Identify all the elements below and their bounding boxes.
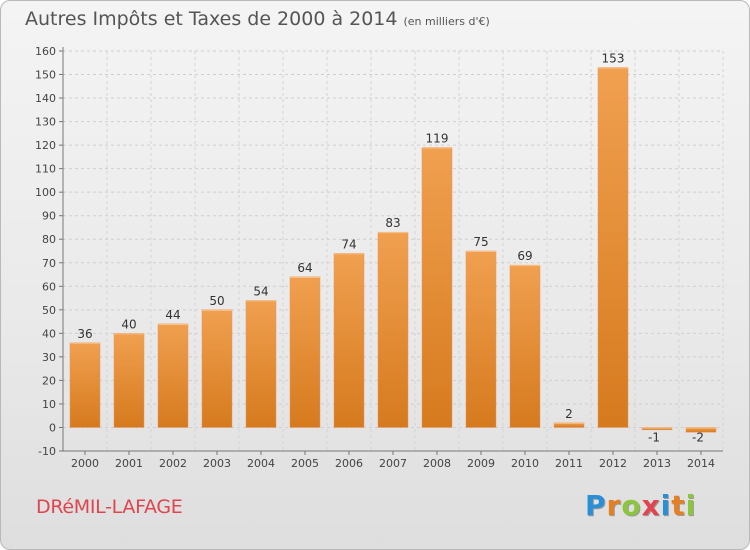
- chart-unit: (en milliers d'€): [403, 15, 490, 28]
- x-tick-label: 2006: [335, 457, 363, 470]
- x-tick-label: 2013: [643, 457, 671, 470]
- x-tick-label: 2014: [687, 457, 715, 470]
- bar: [377, 231, 409, 428]
- value-label: 64: [297, 261, 312, 275]
- x-tick-label: 2010: [511, 457, 539, 470]
- proxiti-logo: Proxiti: [585, 489, 696, 522]
- value-label: 50: [209, 294, 224, 308]
- bar: [157, 323, 189, 428]
- value-label: 75: [473, 235, 488, 249]
- bar: [333, 253, 365, 428]
- y-tick-label: 100: [35, 186, 56, 199]
- y-tick-label: 80: [42, 233, 56, 246]
- bar: [509, 264, 541, 428]
- x-tick-label: 2004: [247, 457, 275, 470]
- y-tick-label: 10: [42, 398, 56, 411]
- y-tick-label: 130: [35, 116, 56, 129]
- y-tick-label: 120: [35, 139, 56, 152]
- x-tick-label: 2007: [379, 457, 407, 470]
- chart-title: Autres Impôts et Taxes de 2000 à 2014 (en…: [25, 8, 490, 30]
- logo-letter: P: [585, 489, 607, 522]
- value-label: 83: [385, 216, 400, 230]
- bar: [113, 333, 145, 428]
- x-tick-label: 2001: [115, 457, 143, 470]
- logo-letter: i: [660, 489, 672, 522]
- x-tick-label: 2003: [203, 457, 231, 470]
- logo-letter: t: [671, 489, 686, 522]
- bar: [201, 309, 233, 428]
- value-label: 74: [341, 237, 356, 251]
- bar: [465, 250, 497, 428]
- x-tick-label: 2008: [423, 457, 451, 470]
- value-label: 44: [165, 308, 180, 322]
- logo-letter: r: [606, 489, 622, 522]
- value-labels: 36 40 44 50 54 64 74 83 119 75 69 2 153 -1 -2: [77, 51, 704, 444]
- commune-name: DRéMIL-LAFAGE: [36, 496, 183, 518]
- value-label: 2: [565, 407, 573, 421]
- y-tick-label: 40: [42, 327, 56, 340]
- bars: [69, 67, 717, 433]
- y-tick-label: 150: [35, 69, 56, 82]
- x-tick-label: 2005: [291, 457, 319, 470]
- y-tick-label: 0: [49, 421, 56, 434]
- value-label: -2: [692, 430, 704, 444]
- logo-letter: x: [641, 489, 661, 522]
- y-tick-label: 50: [42, 304, 56, 317]
- axes: -10 0 10 20 30 40 50 60 70 80 90 100 110 120 130 140 150…: [35, 45, 723, 470]
- x-tick-label: 2009: [467, 457, 495, 470]
- y-tick-label: 30: [42, 351, 56, 364]
- bar: [421, 147, 453, 428]
- value-label: -1: [648, 430, 660, 444]
- x-tick-label: 2000: [71, 457, 99, 470]
- value-label: 69: [517, 249, 532, 263]
- logo-letter: o: [621, 489, 642, 522]
- value-label: 36: [77, 327, 92, 341]
- bar: [289, 276, 321, 428]
- logo-letter: i: [685, 489, 697, 522]
- y-tick-label: 90: [42, 210, 56, 223]
- value-label: 153: [602, 51, 625, 65]
- chart-title-text: Autres Impôts et Taxes de 2000 à 2014: [25, 8, 398, 30]
- x-tick-label: 2002: [159, 457, 187, 470]
- y-tick-label: -10: [38, 445, 56, 458]
- bar: [597, 67, 629, 428]
- y-tick-label: 140: [35, 92, 56, 105]
- value-label: 54: [253, 284, 268, 298]
- x-tick-label: 2012: [599, 457, 627, 470]
- y-tick-label: 60: [42, 280, 56, 293]
- value-label: 40: [121, 317, 136, 331]
- y-tick-label: 110: [35, 163, 56, 176]
- bar: [69, 342, 101, 428]
- bar: [245, 300, 277, 428]
- x-tick-label: 2011: [555, 457, 583, 470]
- value-label: 119: [426, 131, 449, 145]
- y-tick-label: 20: [42, 374, 56, 387]
- y-tick-label: 160: [35, 45, 56, 58]
- y-tick-label: 70: [42, 257, 56, 270]
